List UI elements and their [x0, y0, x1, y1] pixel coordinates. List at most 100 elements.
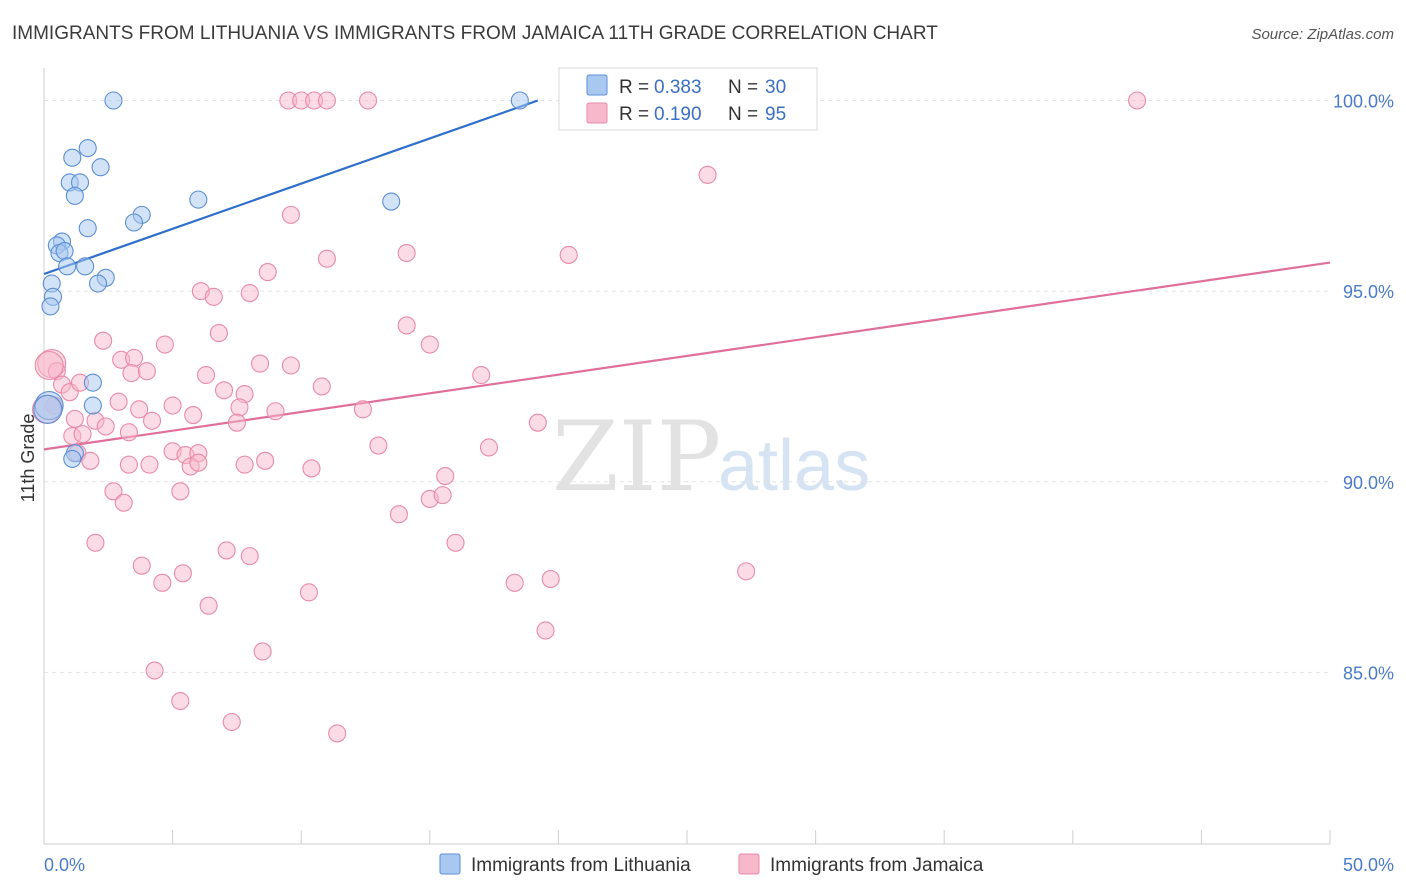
data-point-jamaica — [737, 562, 756, 581]
data-point-jamaica — [420, 335, 439, 354]
data-point-jamaica — [258, 263, 277, 282]
data-point-jamaica — [436, 467, 455, 486]
series-legend-swatch-jamaica — [738, 853, 760, 875]
data-point-lithuania — [63, 449, 82, 468]
data-point-jamaica — [196, 365, 216, 385]
legend-n-label-1: N = — [728, 77, 758, 98]
data-point-jamaica — [528, 413, 547, 432]
data-point-lithuania — [55, 242, 74, 261]
series-legend: Immigrants from Lithuania Immigrants fro… — [439, 853, 984, 876]
data-point-jamaica — [94, 331, 113, 350]
legend-n-value-2: 95 — [765, 104, 786, 125]
y-tick-label: 100.0% — [1333, 92, 1394, 112]
trend-lines — [43, 99, 1331, 451]
data-point-jamaica — [171, 482, 190, 501]
data-point-jamaica — [142, 411, 162, 430]
data-point-jamaica — [173, 564, 192, 583]
data-point-lithuania — [58, 257, 77, 276]
data-point-lithuania — [41, 297, 60, 316]
data-point-jamaica — [109, 392, 128, 411]
data-point-jamaica — [34, 350, 64, 381]
data-point-jamaica — [433, 486, 452, 505]
watermark: ZIP atlas — [552, 401, 870, 513]
series-legend-label-jamaica: Immigrants from Jamaica — [770, 855, 984, 876]
data-point-lithuania — [91, 158, 110, 177]
watermark-zip: ZIP — [552, 401, 721, 513]
data-point-jamaica — [281, 356, 300, 375]
data-point-jamaica — [122, 364, 141, 383]
data-point-jamaica — [86, 533, 105, 552]
data-point-jamaica — [119, 455, 138, 474]
data-point-jamaica — [389, 505, 408, 524]
data-point-jamaica — [73, 425, 92, 444]
data-point-lithuania — [78, 139, 97, 158]
data-point-jamaica — [104, 482, 123, 501]
data-point-jamaica — [96, 417, 115, 436]
data-point-jamaica — [132, 556, 151, 575]
data-point-jamaica — [312, 377, 331, 396]
data-point-jamaica — [235, 455, 254, 474]
chart-title: IMMIGRANTS FROM LITHUANIA VS IMMIGRANTS … — [12, 23, 938, 44]
data-point-jamaica — [81, 451, 100, 470]
data-point-jamaica — [199, 596, 218, 615]
data-point-jamaica — [479, 438, 499, 457]
legend-r-label-2: R = — [619, 104, 649, 125]
data-point-jamaica — [153, 573, 172, 592]
data-point-lithuania — [83, 373, 102, 392]
data-point-jamaica — [184, 406, 203, 425]
y-tick-label: 90.0% — [1343, 473, 1394, 493]
legend-r-label-1: R = — [619, 77, 649, 98]
data-point-jamaica — [536, 621, 555, 640]
trend-line-jamaica — [43, 261, 1331, 451]
data-point-jamaica — [328, 724, 347, 743]
data-point-jamaica — [541, 569, 560, 589]
y-tick-label: 95.0% — [1343, 282, 1394, 302]
legend-n-label-2: N = — [728, 104, 758, 125]
axes — [43, 68, 1331, 845]
data-point-jamaica — [302, 459, 321, 478]
data-point-lithuania — [63, 148, 82, 167]
y-tick-label: 85.0% — [1343, 663, 1394, 683]
series-legend-swatch-lithuania — [439, 853, 461, 875]
watermark-atlas: atlas — [718, 426, 870, 506]
data-point-lithuania — [33, 394, 63, 424]
data-point-jamaica — [65, 409, 84, 428]
data-point-jamaica — [155, 335, 174, 354]
trend-line-lithuania — [43, 99, 539, 276]
data-point-jamaica — [397, 316, 416, 335]
data-point-jamaica — [397, 243, 416, 263]
data-point-lithuania — [88, 274, 108, 293]
chart-source: Source: ZipAtlas.com — [1251, 26, 1394, 43]
data-point-jamaica — [299, 583, 318, 602]
data-point-jamaica — [369, 436, 388, 455]
legend-n-value-1: 30 — [765, 77, 786, 98]
data-point-jamaica — [119, 423, 138, 442]
data-point-lithuania — [104, 91, 123, 110]
x-tick-label: 50.0% — [1343, 855, 1394, 875]
data-point-jamaica — [145, 661, 164, 680]
data-point-jamaica — [559, 245, 578, 264]
data-point-lithuania — [65, 186, 84, 205]
x-tick-label: 0.0% — [44, 855, 85, 875]
data-point-jamaica — [204, 287, 223, 306]
legend-swatch-lithuania — [586, 74, 608, 96]
data-point-lithuania — [124, 213, 144, 232]
data-point-jamaica — [227, 413, 246, 432]
data-point-jamaica — [472, 365, 491, 385]
stats-legend: R = 0.383 N = 30 R = 0.190 N = 95 — [558, 67, 818, 131]
data-point-jamaica — [281, 205, 300, 224]
data-point-jamaica — [353, 400, 372, 419]
data-point-jamaica — [240, 547, 259, 566]
data-point-jamaica — [171, 691, 190, 711]
data-point-lithuania — [189, 190, 208, 209]
y-axis-label: 11th Grade — [18, 414, 38, 503]
data-point-jamaica — [253, 642, 272, 661]
legend-r-value-1: 0.383 — [654, 77, 702, 98]
data-point-jamaica — [189, 453, 208, 472]
data-point-jamaica — [698, 165, 717, 184]
data-points — [32, 91, 1147, 743]
data-point-jamaica — [214, 381, 234, 400]
data-point-lithuania — [78, 219, 97, 238]
gridlines — [44, 100, 1330, 673]
